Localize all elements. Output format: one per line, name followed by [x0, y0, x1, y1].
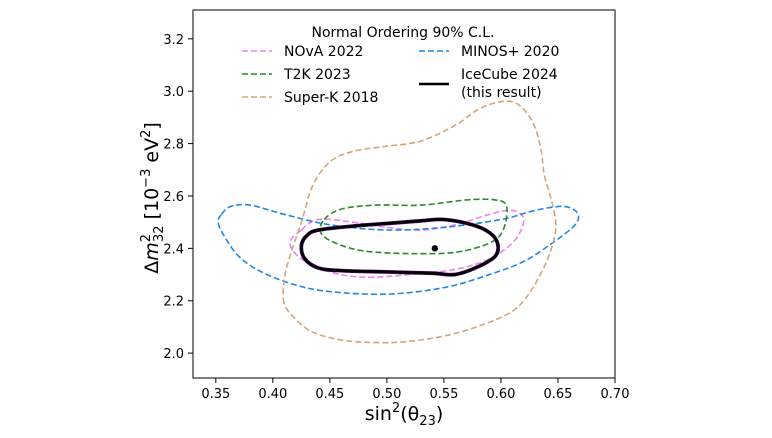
legend-label-t2k-2023: T2K 2023 — [283, 67, 351, 83]
x-tick-label: 0.35 — [201, 387, 230, 402]
legend: Normal Ordering 90% C.L. NOvA 2022 T2K 2… — [242, 25, 559, 106]
y-tick-label: 2.4 — [163, 242, 184, 257]
y-tick-label: 2.0 — [163, 347, 184, 362]
y-axis-ticks: 2.0 2.2 2.4 2.6 2.8 3.0 3.2 — [163, 33, 193, 362]
best-fit-point — [431, 245, 438, 252]
x-tick-label: 0.40 — [258, 387, 287, 402]
y-tick-label: 2.8 — [163, 138, 184, 153]
x-tick-label: 0.65 — [543, 387, 572, 402]
x-tick-label: 0.55 — [429, 387, 458, 402]
x-axis-ticks: 0.35 0.40 0.45 0.50 0.55 0.60 0.65 0.70 — [201, 378, 629, 402]
contour-minos-2020 — [217, 203, 580, 296]
legend-label-nova-2022: NOvA 2022 — [284, 44, 363, 60]
legend-label-minos-2020: MINOS+ 2020 — [461, 44, 559, 60]
legend-label-super-k-2018: Super-K 2018 — [284, 90, 378, 106]
y-axis-label: Δm232 [10−3 eV2] — [139, 122, 167, 274]
legend-title: Normal Ordering 90% C.L. — [311, 25, 494, 41]
legend-label-icecube-2024-line2: (this result) — [461, 85, 542, 101]
plot-frame — [192, 9, 616, 379]
y-tick-label: 2.2 — [163, 295, 184, 310]
contour-icecube-2024-this-result — [300, 218, 500, 277]
legend-label-icecube-2024-line1: IceCube 2024 — [461, 67, 558, 83]
x-tick-label: 0.45 — [315, 387, 344, 402]
y-tick-label: 3.2 — [163, 33, 184, 48]
x-axis-label: sin2(θ23) — [365, 401, 444, 429]
y-tick-label: 3.0 — [163, 85, 184, 100]
x-tick-label: 0.60 — [486, 387, 515, 402]
contour-layer — [217, 100, 580, 344]
contour-t2k-2023 — [319, 198, 508, 255]
x-tick-label: 0.70 — [601, 387, 630, 402]
y-tick-label: 2.6 — [163, 190, 184, 205]
x-tick-label: 0.50 — [372, 387, 401, 402]
